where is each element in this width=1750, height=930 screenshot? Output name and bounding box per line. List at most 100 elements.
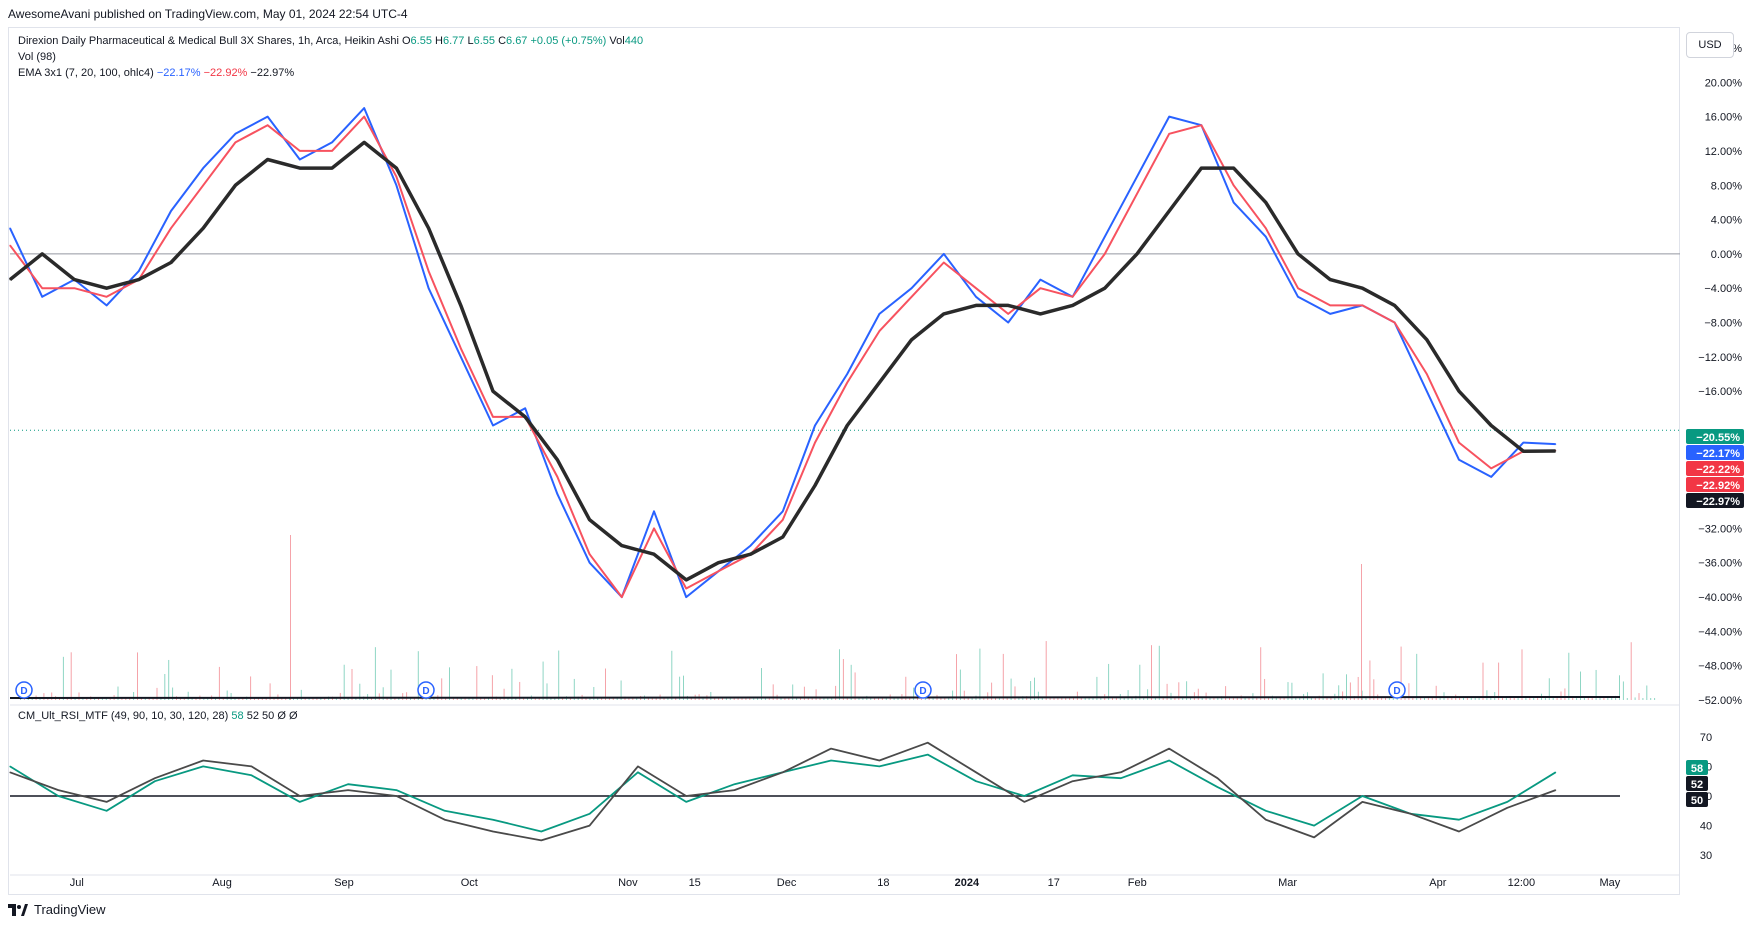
volume-bar (31, 698, 33, 700)
ema-point (1007, 321, 1009, 324)
footer-brand[interactable]: TradingView (8, 902, 106, 917)
volume-bar (488, 697, 489, 700)
volume-bar (636, 697, 638, 700)
price-label-box (1686, 493, 1744, 508)
volume-bar (1322, 673, 1324, 700)
volume-bar (963, 690, 965, 700)
ema-point (943, 253, 945, 255)
volume-bar (909, 697, 911, 700)
volume-indicator[interactable]: Vol (98) (18, 51, 56, 63)
currency-button[interactable]: USD (1686, 32, 1734, 58)
rsi-point (685, 795, 687, 797)
ema-point (460, 304, 462, 306)
volume-bar (1299, 697, 1301, 700)
volume-bar (1611, 697, 1613, 700)
volume-bar (745, 697, 747, 700)
ema-point (750, 544, 752, 547)
volume-bar (183, 697, 185, 700)
volume-bar (1385, 697, 1386, 700)
volume-spike (290, 535, 291, 700)
volume-bar (1127, 690, 1129, 700)
ema-point (395, 167, 397, 169)
price-label-box (1686, 477, 1744, 492)
rsi-point (1506, 801, 1508, 803)
price-label-text: −22.92% (1696, 480, 1740, 492)
volume-bar (468, 698, 470, 700)
volume-bar (168, 659, 170, 700)
rsi-point (1168, 748, 1170, 750)
ema-point (1200, 167, 1202, 169)
rsi-level-text: 50 (1691, 795, 1703, 807)
x-axis-tick: 15 (689, 877, 701, 889)
ema-point (1168, 116, 1170, 118)
volume-bar (710, 691, 712, 700)
ema-point (621, 544, 623, 547)
rsi-point (57, 795, 59, 797)
volume-bar (1513, 697, 1515, 700)
volume-bar (1260, 647, 1262, 700)
rsi-point (1361, 801, 1363, 803)
volume-bar (1365, 697, 1367, 700)
volume-bar (959, 669, 961, 700)
volume-bar (655, 697, 657, 700)
rsi-point (637, 765, 639, 768)
volume-bar (562, 697, 564, 700)
ema-point (267, 158, 269, 161)
volume-bar (683, 675, 684, 700)
volume-bar (472, 697, 474, 700)
volume-bar (94, 697, 96, 700)
volume-bar (780, 697, 782, 700)
price-axis-tick: −44.00% (1698, 626, 1742, 638)
dividend-marker-circle (417, 681, 435, 699)
volume-bar (1338, 685, 1340, 700)
volume-bar (772, 684, 774, 700)
volume-bar (1100, 697, 1102, 700)
ema-indicator-label[interactable]: EMA 3x1 (7, 20, 100, ohlc4) (18, 67, 154, 79)
ema-point (9, 227, 11, 229)
volume-bar (476, 666, 478, 700)
volume-bar (1186, 681, 1188, 700)
volume-bar (585, 698, 587, 700)
volume-bar (491, 675, 493, 700)
volume-bar (803, 686, 805, 700)
volume-bar (827, 698, 829, 700)
volume-bar (281, 697, 283, 700)
volume-bar (1268, 697, 1269, 700)
rsi-point (395, 795, 397, 797)
x-axis-tick: Sep (334, 877, 354, 889)
ema-point (1361, 287, 1363, 289)
volume-bar (1034, 677, 1035, 700)
volume-bar (967, 697, 969, 700)
volume-bar (632, 697, 634, 700)
volume-bar (835, 685, 837, 700)
volume-bar (1295, 697, 1297, 700)
volume-bar (1217, 697, 1219, 700)
ema-point (202, 184, 204, 186)
volume-bar (222, 698, 224, 700)
volume-bar (1427, 696, 1429, 700)
volume-bar (1151, 645, 1152, 700)
rsi-point (250, 774, 253, 776)
rsi-axis-tick: 40 (1700, 821, 1712, 833)
volume-bar (1279, 697, 1281, 700)
ohlc-open-label: O (401, 35, 411, 47)
rsi-point (9, 771, 11, 773)
ema-point (460, 347, 462, 349)
volume-bar (1166, 683, 1168, 700)
volume-bar (1595, 669, 1597, 700)
symbol-title[interactable]: Direxion Daily Pharmaceutical & Medical … (18, 35, 399, 47)
ema-point (1104, 253, 1106, 255)
volume-bar (1388, 697, 1390, 700)
ema-point (267, 124, 269, 126)
rsi-indicator-label[interactable]: CM_Ult_RSI_MTF (49, 90, 10, 30, 120, 28) (18, 710, 229, 722)
volume-bar (702, 697, 704, 700)
volume-bar (1096, 676, 1098, 700)
volume-bar (815, 689, 817, 700)
volume-bar (667, 697, 669, 700)
x-axis-tick: Aug (212, 877, 232, 889)
volume-bar (858, 697, 860, 700)
volume-bar (1201, 697, 1203, 700)
rsi-line-1 (9, 753, 1557, 833)
rsi-point (733, 789, 736, 791)
